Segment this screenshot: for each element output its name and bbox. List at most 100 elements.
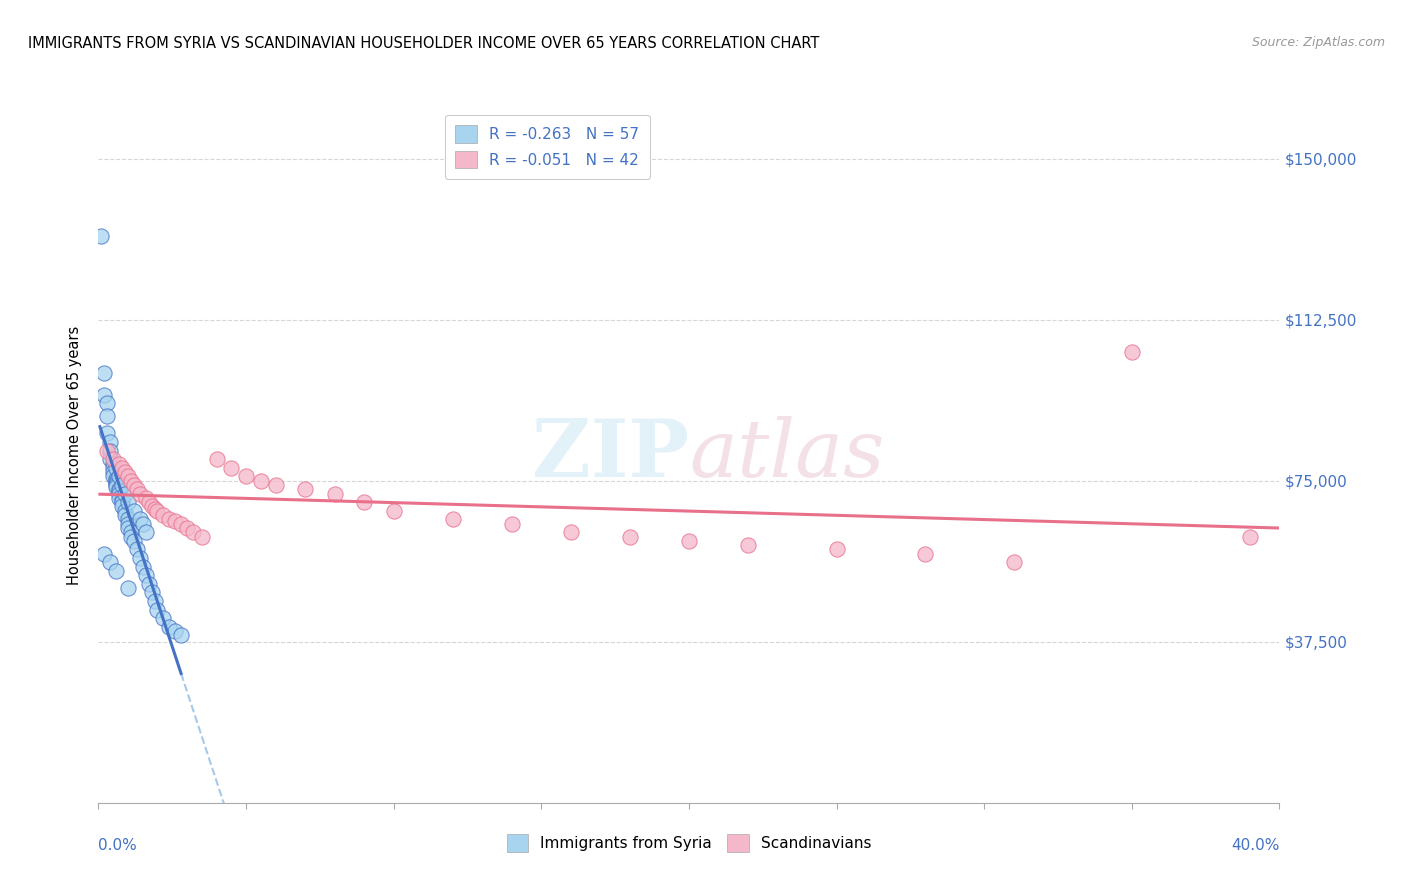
Point: [111, 500, 134, 514]
Point: [114, 486, 136, 500]
Text: atlas: atlas: [689, 417, 884, 493]
Point: [117, 512, 139, 526]
Point: [191, 529, 214, 543]
Point: [353, 495, 375, 509]
Point: [294, 483, 316, 497]
Point: [146, 602, 169, 616]
Point: [90, 228, 112, 243]
Point: [128, 551, 150, 566]
Point: [382, 504, 405, 518]
Point: [138, 576, 160, 591]
Point: [1239, 529, 1261, 543]
Point: [96, 443, 118, 458]
Point: [176, 521, 198, 535]
Point: [93, 367, 115, 381]
Point: [108, 483, 131, 497]
Point: [122, 504, 145, 518]
Point: [132, 559, 155, 574]
Point: [114, 504, 136, 518]
Point: [96, 396, 118, 410]
Point: [560, 525, 582, 540]
Point: [98, 452, 121, 467]
Point: [103, 457, 125, 471]
Point: [143, 594, 166, 608]
Point: [117, 581, 139, 595]
Point: [141, 585, 163, 599]
Point: [125, 542, 148, 557]
Point: [105, 460, 128, 475]
Point: [93, 388, 115, 402]
Point: [264, 478, 287, 492]
Point: [117, 521, 139, 535]
Point: [111, 460, 134, 475]
Point: [165, 515, 187, 529]
Point: [98, 435, 121, 450]
Point: [132, 516, 155, 531]
Point: [1002, 555, 1025, 569]
Text: IMMIGRANTS FROM SYRIA VS SCANDINAVIAN HOUSEHOLDER INCOME OVER 65 YEARS CORRELATI: IMMIGRANTS FROM SYRIA VS SCANDINAVIAN HO…: [28, 36, 820, 51]
Point: [120, 525, 142, 540]
Point: [152, 508, 174, 522]
Point: [170, 516, 193, 531]
Point: [108, 469, 131, 483]
Point: [117, 469, 139, 483]
Point: [138, 495, 160, 509]
Point: [157, 512, 180, 526]
Point: [120, 474, 142, 488]
Point: [103, 465, 125, 479]
Point: [96, 409, 118, 424]
Point: [128, 512, 150, 526]
Text: ZIP: ZIP: [531, 416, 689, 494]
Point: [98, 555, 121, 569]
Point: [98, 443, 121, 458]
Point: [111, 495, 134, 509]
Point: [235, 469, 257, 483]
Point: [170, 628, 193, 642]
Point: [181, 525, 204, 540]
Point: [111, 493, 134, 508]
Point: [103, 452, 125, 467]
Point: [141, 500, 163, 514]
Y-axis label: Householder Income Over 65 years: Householder Income Over 65 years: [67, 326, 83, 584]
Point: [105, 474, 128, 488]
Point: [108, 491, 131, 505]
Point: [323, 486, 346, 500]
Point: [105, 478, 128, 492]
Point: [165, 624, 187, 638]
Point: [122, 478, 145, 492]
Point: [619, 529, 641, 543]
Point: [825, 542, 848, 557]
Text: 40.0%: 40.0%: [1232, 838, 1279, 853]
Point: [250, 474, 273, 488]
Point: [103, 469, 125, 483]
Point: [117, 516, 139, 531]
Point: [108, 484, 131, 499]
Point: [678, 533, 700, 548]
Point: [205, 452, 228, 467]
Text: 0.0%: 0.0%: [98, 838, 138, 853]
Point: [157, 620, 180, 634]
Point: [125, 483, 148, 497]
Point: [108, 457, 131, 471]
Point: [135, 568, 157, 582]
Point: [105, 480, 128, 494]
Point: [96, 426, 118, 441]
Point: [143, 501, 166, 516]
Point: [103, 460, 125, 475]
Text: Source: ZipAtlas.com: Source: ZipAtlas.com: [1251, 36, 1385, 49]
Point: [114, 508, 136, 522]
Point: [152, 611, 174, 625]
Point: [737, 538, 759, 552]
Point: [135, 491, 157, 505]
Point: [914, 547, 936, 561]
Point: [146, 504, 169, 518]
Point: [219, 460, 242, 475]
Point: [105, 564, 128, 578]
Point: [117, 495, 139, 509]
Point: [105, 475, 128, 490]
Point: [501, 516, 523, 531]
Legend: Immigrants from Syria, Scandinavians: Immigrants from Syria, Scandinavians: [501, 828, 877, 858]
Point: [105, 471, 128, 485]
Point: [122, 533, 145, 548]
Point: [114, 465, 136, 479]
